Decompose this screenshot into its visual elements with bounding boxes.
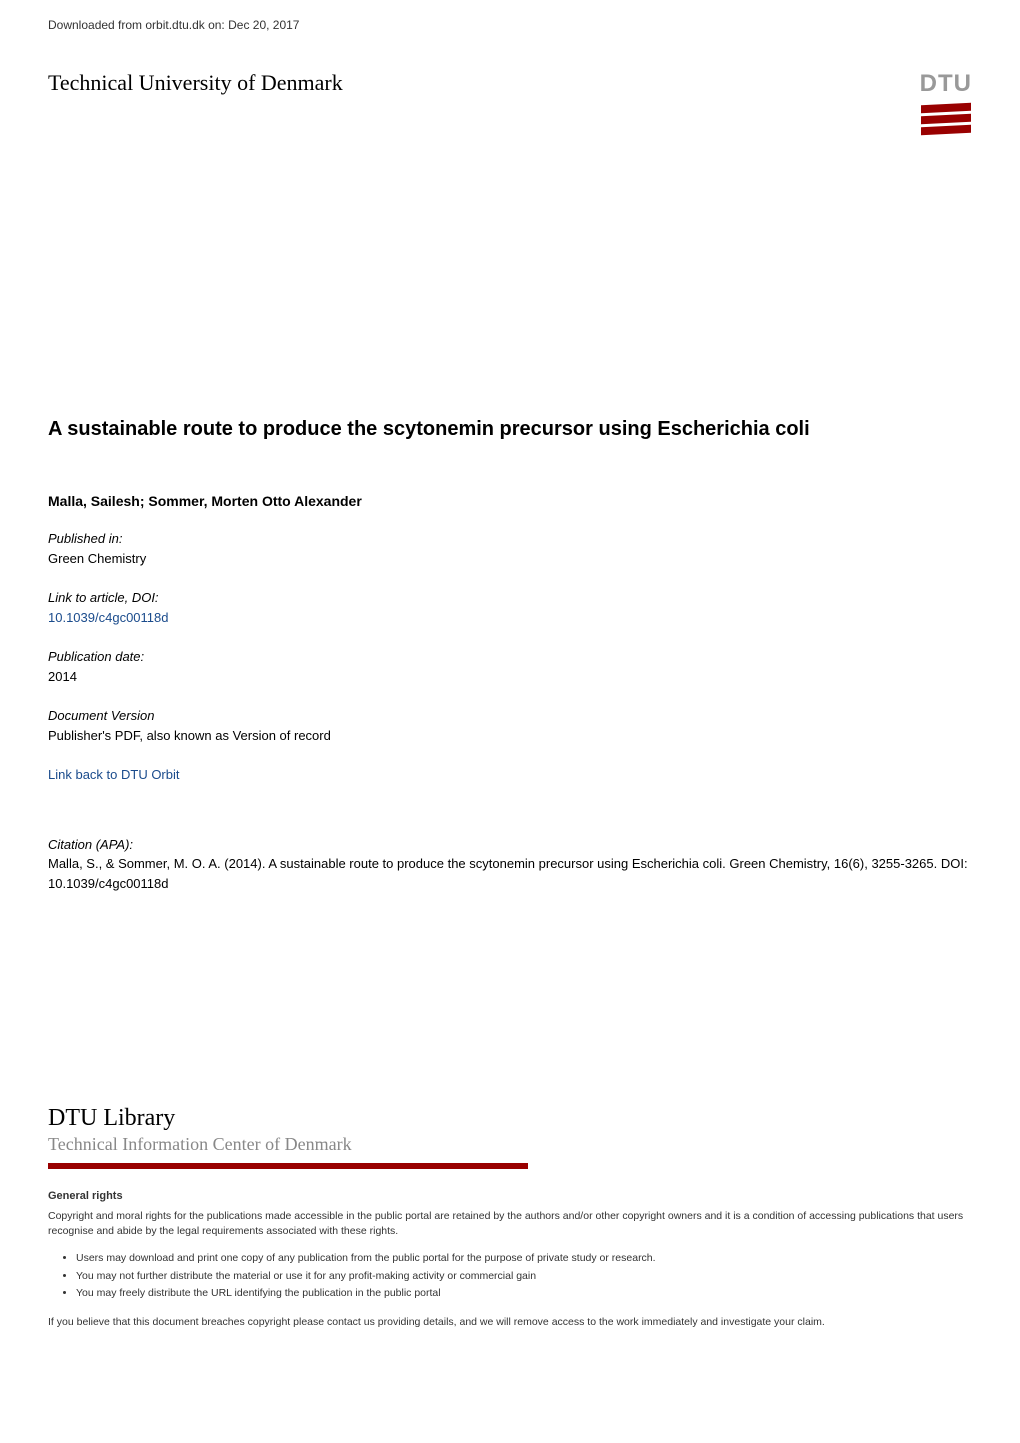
- rights-bullet-list: Users may download and print one copy of…: [76, 1251, 972, 1301]
- paper-metadata: A sustainable route to produce the scyto…: [48, 415, 972, 893]
- orbit-link-block: Link back to DTU Orbit: [48, 765, 972, 785]
- rights-bullet: Users may download and print one copy of…: [76, 1251, 972, 1266]
- paper-authors: Malla, Sailesh; Sommer, Morten Otto Alex…: [48, 493, 972, 509]
- published-in-label: Published in:: [48, 529, 972, 549]
- rights-heading: General rights: [48, 1189, 972, 1205]
- paper-title: A sustainable route to produce the scyto…: [48, 415, 972, 443]
- citation-label: Citation (APA):: [48, 835, 972, 855]
- general-rights: General rights Copyright and moral right…: [48, 1189, 972, 1330]
- dtu-logo-text: DTU: [920, 70, 972, 98]
- dtu-logo-lines-icon: [921, 104, 971, 134]
- library-title: DTU Library: [48, 1105, 972, 1132]
- doi-block: Link to article, DOI: 10.1039/c4gc00118d: [48, 588, 972, 627]
- doc-version-label: Document Version: [48, 706, 972, 726]
- citation-block: Citation (APA): Malla, S., & Sommer, M. …: [48, 835, 972, 894]
- dtu-logo: DTU: [920, 70, 972, 134]
- rights-intro: Copyright and moral rights for the publi…: [48, 1209, 972, 1239]
- doi-link[interactable]: 10.1039/c4gc00118d: [48, 610, 168, 625]
- library-accent-bar: [48, 1163, 528, 1169]
- pub-date-block: Publication date: 2014: [48, 647, 972, 686]
- pub-date-label: Publication date:: [48, 647, 972, 667]
- doi-label: Link to article, DOI:: [48, 588, 972, 608]
- citation-text: Malla, S., & Sommer, M. O. A. (2014). A …: [48, 854, 972, 893]
- doc-version-value: Publisher's PDF, also known as Version o…: [48, 726, 972, 746]
- published-in-value: Green Chemistry: [48, 549, 972, 569]
- pub-date-value: 2014: [48, 667, 972, 687]
- rights-bullet: You may freely distribute the URL identi…: [76, 1286, 972, 1301]
- rights-footer: If you believe that this document breach…: [48, 1315, 972, 1330]
- orbit-back-link[interactable]: Link back to DTU Orbit: [48, 767, 180, 782]
- download-timestamp: Downloaded from orbit.dtu.dk on: Dec 20,…: [48, 18, 299, 32]
- doc-version-block: Document Version Publisher's PDF, also k…: [48, 706, 972, 745]
- published-in-block: Published in: Green Chemistry: [48, 529, 972, 568]
- library-footer: DTU Library Technical Information Center…: [48, 1105, 972, 1330]
- rights-bullet: You may not further distribute the mater…: [76, 1269, 972, 1284]
- university-name: Technical University of Denmark: [48, 70, 343, 96]
- page-header: Technical University of Denmark DTU: [48, 70, 972, 134]
- library-subtitle: Technical Information Center of Denmark: [48, 1134, 972, 1155]
